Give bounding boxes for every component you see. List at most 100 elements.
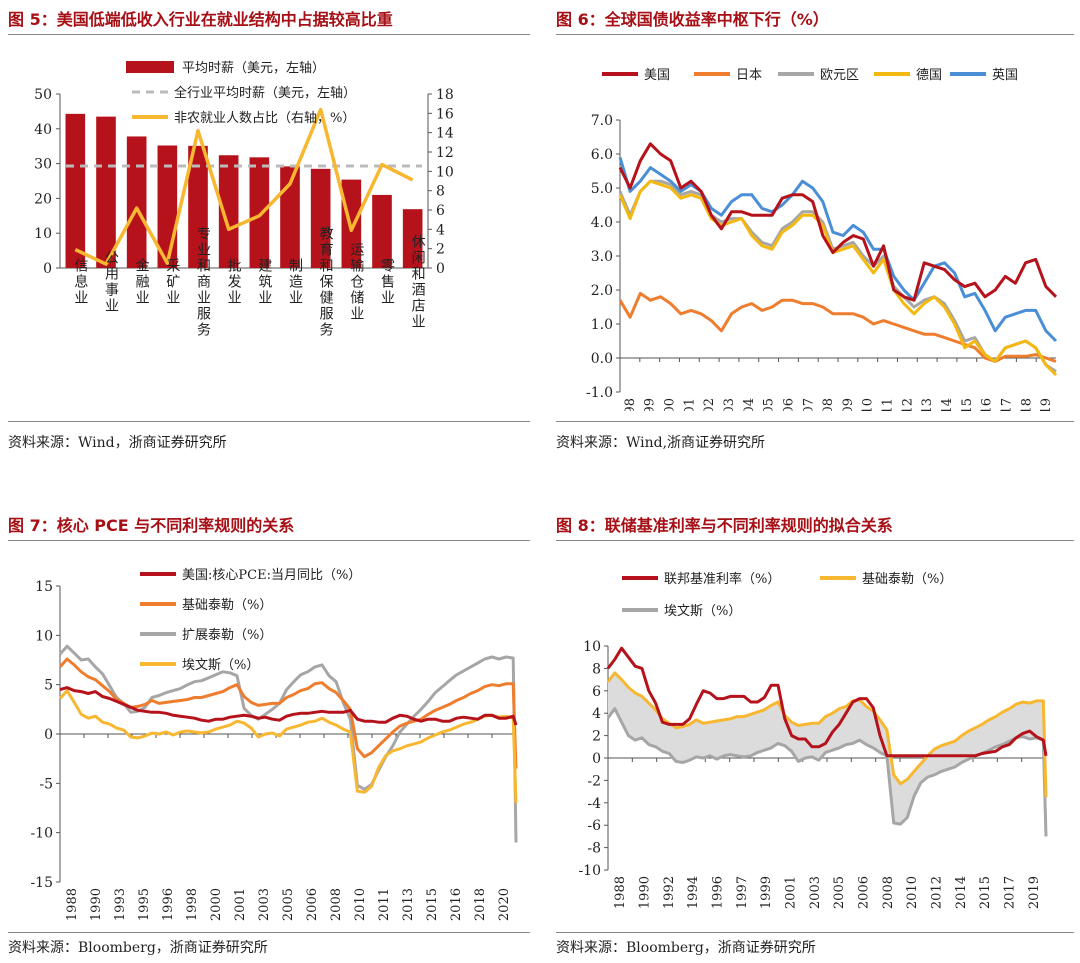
fig5-legend-bar-swatch xyxy=(126,61,174,73)
fig5-legend-share-label: 非农就业人数占比（右轴，%） xyxy=(174,111,355,126)
fig8-x-tick-label: 2019 xyxy=(1027,876,1042,909)
fig8-series-1 xyxy=(606,646,1048,758)
fig7-legend-2-label: 基础泰勒（%） xyxy=(182,598,272,613)
fig7-x-tick-label: 2005 xyxy=(281,888,296,921)
fig8-y-tick-label: 4 xyxy=(592,706,601,722)
fig5-bar xyxy=(372,194,392,268)
figure-8-chart: -10 -8 -6 -4 -2 0 2 4 6 8 10 1988 1990 1992 1994 1996 19… xyxy=(578,571,1048,909)
fig7-x-tick-label: 2001 xyxy=(233,888,248,921)
fig8-x-tick-label: 2001 xyxy=(784,876,799,909)
fig6-series-2 xyxy=(618,291,1057,363)
fig8-x-tick-label: 1990 xyxy=(638,876,653,909)
fig6-y-tick-label: 5.0 xyxy=(591,181,613,197)
fig7-y-tick-label: -15 xyxy=(30,875,53,891)
fig7-legend-1-label: 美国:核心PCE:当月同比（%） xyxy=(182,568,361,583)
fig7-y-tick-label: 15 xyxy=(35,579,53,595)
fig7-x-tick-label: 2011 xyxy=(377,888,392,921)
fig6-x-tick-label: 2002 xyxy=(702,398,717,411)
fig6-y-tick-label: 6.0 xyxy=(591,147,613,163)
fig6-y-tick-label: 2.0 xyxy=(591,283,613,299)
fig5-category-label: 采矿业 xyxy=(164,258,180,306)
fig5-category-label: 建筑业 xyxy=(256,258,272,306)
figure-5: 图 5：美国低端低收入行业在就业结构中占据较高比重 0 10 20 30 40 50 0 2 4… xyxy=(8,6,530,466)
fig7-series-3 xyxy=(58,644,518,843)
fig7-y-tick-label: 10 xyxy=(35,628,53,644)
fig7-x-tick-label: 1998 xyxy=(185,888,200,921)
fig8-x-tick-label: 1992 xyxy=(662,876,677,909)
fig6-x-tick-label: 1999 xyxy=(643,398,658,411)
fig5-left-tick-label: 0 xyxy=(43,261,52,277)
fig5-category-label: 零售业 xyxy=(379,258,395,306)
fig5-category-label: 制造业 xyxy=(287,258,303,306)
figure-7-chart: -15 -10 -5 0 5 10 15 1988 1990 1993 1995 1996 1998 20… xyxy=(30,568,518,921)
fig7-y-tick-label: 0 xyxy=(44,727,53,743)
fig6-series-3 xyxy=(618,179,1057,373)
fig8-legend-3-label: 埃文斯（%） xyxy=(664,604,741,619)
fig5-category-label: 信息业 xyxy=(72,258,88,306)
fig5-legend-avg-label: 全行业平均时薪（美元，左轴） xyxy=(174,85,356,101)
fig5-right-tick-label: 10 xyxy=(436,164,454,180)
fig7-y-tick-label: -5 xyxy=(39,776,53,792)
fig6-x-tick-label: 2007 xyxy=(801,398,816,411)
figure-6-title: 图 6：全球国债收益率中枢下行（%） xyxy=(556,10,829,29)
figure-6-chart: -1.0 0.0 1.0 2.0 3.0 4.0 5.0 6.0 7.0 1998 1999 2000… xyxy=(586,68,1058,411)
fig8-y-tick-label: -10 xyxy=(578,863,601,879)
fig5-right-tick-label: 6 xyxy=(436,203,445,219)
fig5-bar xyxy=(65,113,86,268)
fig6-legend-5-label: 英国 xyxy=(992,68,1018,83)
figure-7: 图 7：核心 PCE 与不同利率规则的关系 -15 -10 -5 0 5 10 15 1988… xyxy=(8,512,530,962)
fig8-x-tick-label: 2014 xyxy=(954,876,969,909)
fig5-category-label: 批发业 xyxy=(226,258,242,306)
fig5-right-tick-label: 18 xyxy=(436,87,454,103)
fig5-right-tick-label: 12 xyxy=(436,145,454,161)
fig5-category-label: 运输仓储业 xyxy=(348,242,364,322)
fig7-x-tick-label: 2018 xyxy=(473,888,488,921)
fig5-bar xyxy=(126,136,147,268)
fig5-bar xyxy=(310,168,331,268)
fig6-x-tick-label: 2001 xyxy=(682,398,697,411)
fig6-x-tick-label: 2011 xyxy=(881,398,896,411)
fig5-right-tick-label: 14 xyxy=(436,126,454,142)
fig8-x-tick-label: 2003 xyxy=(808,876,823,909)
fig5-right-tick-label: 16 xyxy=(436,106,454,122)
fig6-x-tick-label: 2015 xyxy=(960,398,975,411)
fig7-x-tick-label: 2016 xyxy=(449,888,464,921)
figure-5-chart: 0 10 20 30 40 50 0 2 4 6 8 10 12 14 16 18 信息业 公用事业 金融业 采矿业专… xyxy=(34,61,454,338)
fig7-x-tick-label: 1993 xyxy=(113,888,128,921)
fig7-series-4 xyxy=(58,689,518,804)
fig7-x-tick-label: 2003 xyxy=(257,888,272,921)
figure-8: 图 8：联储基准利率与不同利率规则的拟合关系 -10 -8 -6 -4 -2 0 2 4 6 8 1… xyxy=(556,512,1074,962)
fig5-bar xyxy=(188,145,208,268)
fig8-x-tick-label: 2017 xyxy=(1003,876,1018,909)
fig6-y-tick-label: -1.0 xyxy=(586,385,613,401)
fig7-x-tick-label: 1988 xyxy=(65,888,80,921)
fig6-x-tick-label: 2019 xyxy=(1039,398,1054,411)
fig6-x-tick-label: 2008 xyxy=(821,398,836,411)
fig7-x-tick-label: 1990 xyxy=(89,888,104,921)
fig5-left-tick-label: 30 xyxy=(34,157,52,173)
fig6-series-4 xyxy=(618,179,1058,377)
figure-5-source: 资料来源：Wind，浙商证券研究所 xyxy=(8,435,227,451)
fig6-y-tick-label: 7.0 xyxy=(591,113,613,129)
fig8-x-tick-label: 1999 xyxy=(759,876,774,909)
fig7-x-tick-label: 1996 xyxy=(161,888,176,921)
fig5-right-tick-label: 8 xyxy=(436,184,445,200)
fig5-bar xyxy=(402,209,423,268)
fig6-y-tick-label: 0.0 xyxy=(591,351,613,367)
fig6-x-tick-label: 2006 xyxy=(782,398,797,411)
fig6-x-tick-label: 2012 xyxy=(900,398,915,411)
figure-7-title: 图 7：核心 PCE 与不同利率规则的关系 xyxy=(8,516,295,535)
figure-5-title: 图 5：美国低端低收入行业在就业结构中占据较高比重 xyxy=(8,10,393,29)
fig8-y-tick-label: 10 xyxy=(583,639,601,655)
fig8-x-tick-label: 2005 xyxy=(832,876,847,909)
fig5-category-label: 休闲和酒店业 xyxy=(410,234,426,330)
fig8-x-tick-label: 2012 xyxy=(930,876,945,909)
fig6-x-tick-label: 2004 xyxy=(742,398,757,411)
fig7-series-2 xyxy=(58,657,518,769)
fig5-left-tick-label: 20 xyxy=(34,191,52,207)
fig8-y-tick-label: -8 xyxy=(587,841,601,857)
fig7-x-tick-label: 2015 xyxy=(425,888,440,921)
fig8-x-tick-label: 2010 xyxy=(905,876,920,909)
fig5-bar xyxy=(96,116,116,269)
fig8-x-tick-label: 2008 xyxy=(881,876,896,909)
